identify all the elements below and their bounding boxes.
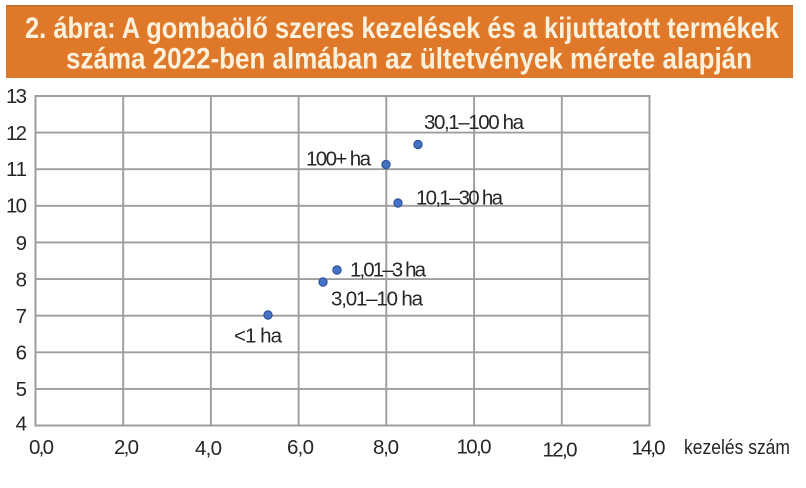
svg-text:14,0: 14,0 xyxy=(632,437,666,460)
svg-text:0,0: 0,0 xyxy=(29,436,54,459)
svg-text:12,0: 12,0 xyxy=(543,439,578,462)
svg-text:9: 9 xyxy=(16,232,27,255)
svg-text:10,0: 10,0 xyxy=(457,436,492,459)
svg-text:kezelés szám: kezelés szám xyxy=(684,436,790,459)
svg-text:száma 2022-ben almában az ülte: száma 2022-ben almában az ültetvények mé… xyxy=(66,43,752,76)
svg-text:8,0: 8,0 xyxy=(373,436,399,459)
svg-text:2. ábra: A gombaölő szeres kez: 2. ábra: A gombaölő szeres kezelések és … xyxy=(25,12,779,45)
svg-text:30,1–100 ha: 30,1–100 ha xyxy=(424,111,525,134)
svg-text:7: 7 xyxy=(16,305,27,328)
svg-text:100+ ha: 100+ ha xyxy=(306,147,372,170)
svg-text:4: 4 xyxy=(16,413,27,436)
svg-text:1,01–3 ha: 1,01–3 ha xyxy=(350,259,427,282)
svg-text:3,01–10 ha: 3,01–10 ha xyxy=(331,287,424,310)
svg-text:10,1–30 ha: 10,1–30 ha xyxy=(416,186,504,209)
svg-text:12: 12 xyxy=(6,122,27,145)
svg-text:6,0: 6,0 xyxy=(287,436,314,459)
svg-text:4,0: 4,0 xyxy=(195,437,222,460)
svg-text:6: 6 xyxy=(16,342,27,365)
svg-text:10: 10 xyxy=(6,195,27,218)
svg-text:13: 13 xyxy=(6,85,27,108)
svg-text:<1 ha: <1 ha xyxy=(234,324,283,347)
svg-text:11: 11 xyxy=(6,158,27,181)
svg-text:5: 5 xyxy=(16,378,27,401)
svg-text:2,0: 2,0 xyxy=(114,436,139,459)
svg-text:8: 8 xyxy=(16,268,27,291)
